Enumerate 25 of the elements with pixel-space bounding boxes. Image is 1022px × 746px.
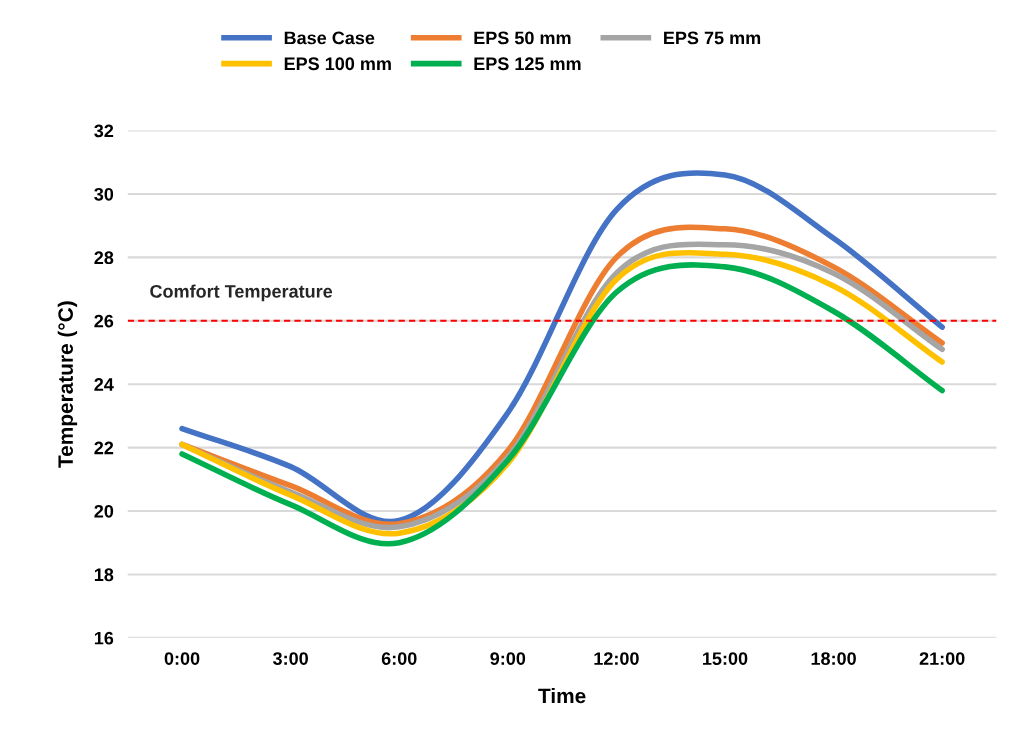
y-tick-label: 20 bbox=[94, 504, 114, 518]
x-tick-label: 3:00 bbox=[272, 652, 308, 666]
legend-label: EPS 100 mm bbox=[284, 57, 391, 71]
y-tick-label: 30 bbox=[94, 187, 114, 201]
y-axis-title: Temperature (°C) bbox=[57, 301, 78, 468]
legend-label: EPS 75 mm bbox=[664, 31, 761, 45]
legend-label: Base Case bbox=[284, 31, 375, 45]
x-tick-label: 0:00 bbox=[164, 652, 200, 665]
y-tick-label: 32 bbox=[94, 124, 114, 138]
y-tick-label: 28 bbox=[94, 251, 114, 265]
y-tick-label: 26 bbox=[94, 314, 114, 328]
x-axis-title: Time bbox=[538, 687, 586, 704]
x-tick-label: 21:00 bbox=[919, 652, 965, 665]
y-tick-label: 22 bbox=[94, 441, 114, 455]
ref-line-label: Comfort Temperature bbox=[150, 284, 333, 302]
x-tick-label: 6:00 bbox=[381, 652, 417, 665]
x-tick-label: 18:00 bbox=[811, 652, 856, 665]
y-tick-label: 16 bbox=[94, 631, 114, 645]
x-tick-label: 15:00 bbox=[703, 652, 748, 665]
legend-label: EPS 125 mm bbox=[474, 57, 581, 71]
y-tick-label: 24 bbox=[94, 378, 114, 391]
x-tick-label: 12:00 bbox=[594, 652, 639, 665]
legend-label: EPS 50 mm bbox=[474, 31, 571, 45]
y-tick-label: 18 bbox=[94, 568, 114, 582]
x-tick-label: 9:00 bbox=[490, 652, 526, 665]
